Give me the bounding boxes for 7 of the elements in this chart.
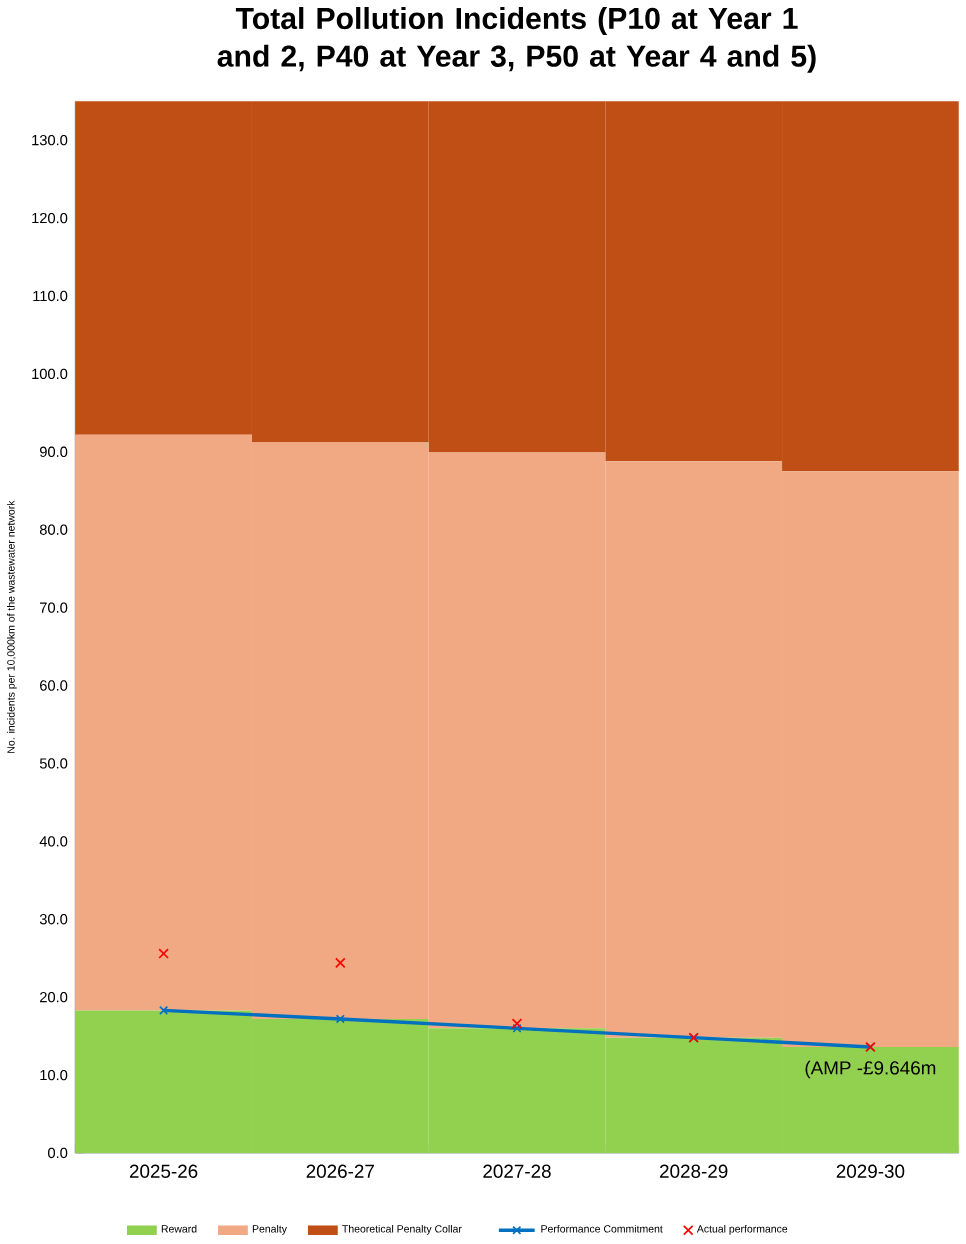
x-tick-label: 2026-27 <box>306 1164 375 1178</box>
x-tick-label: 2027-28 <box>483 1164 551 1178</box>
chart-title: Total Pollution Incidents (P10 at Year 1 and 2, P40 at Year 3, P50 at Year 4 and 5) <box>217 6 816 73</box>
x-tick-label: 2025-26 <box>130 1164 198 1178</box>
x-tick-label: 2028-29 <box>660 1164 728 1178</box>
x-tick-label: 2029-30 <box>836 1164 905 1178</box>
annotation: (AMP -£9.646m <box>805 1060 936 1079</box>
